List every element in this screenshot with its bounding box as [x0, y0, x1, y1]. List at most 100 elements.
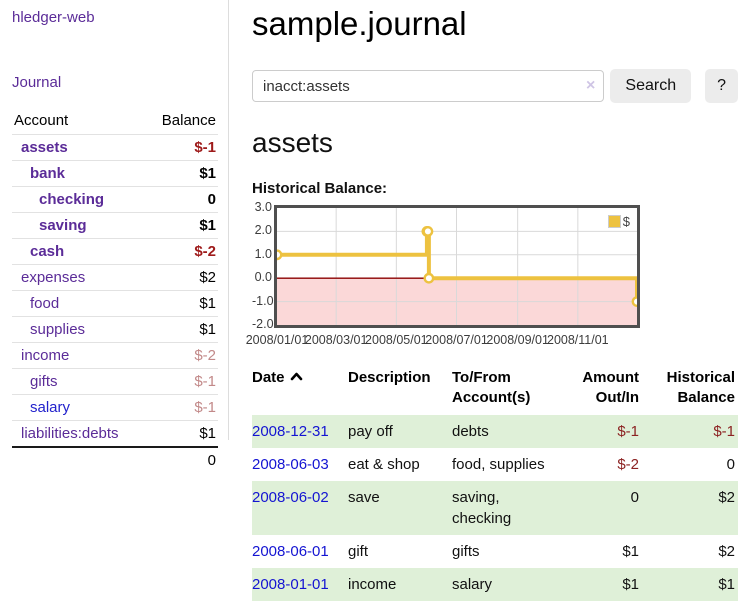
transaction-description: save [348, 488, 380, 506]
account-balance: 0 [207, 191, 216, 208]
account-row: liabilities:debts $1 [12, 420, 218, 448]
transaction-date-link[interactable]: 2008-01-01 [252, 575, 329, 593]
account-balance: $1 [199, 295, 216, 312]
transaction-date-link[interactable]: 2008-06-01 [252, 542, 329, 560]
search-button[interactable]: Search [610, 69, 692, 103]
x-axis-tick-label: 2008/11/01 [546, 333, 609, 347]
transaction-accounts: saving, checking [452, 481, 558, 535]
transaction-description: gift [348, 542, 369, 560]
transaction-balance: $1 [718, 575, 735, 593]
balance-chart: $ 3.0 2.0 1.0 0.0 -1.0 -2.0 2008/01/01 2008/03/… [246, 200, 738, 347]
help-button[interactable]: ? [705, 69, 738, 103]
account-link-salary[interactable]: salary [30, 399, 71, 416]
transaction-account-name: checking [452, 509, 512, 527]
transaction-account-name: salary [452, 575, 493, 593]
account-row: gifts $-1 [12, 368, 218, 395]
data-point-marker [631, 296, 637, 307]
transaction-description: pay off [348, 422, 393, 440]
account-row: expenses $2 [12, 264, 218, 291]
transaction-row[interactable]: 2008-06-03 eat & shop food, supplies $-2 0 [252, 448, 738, 481]
accounts-header-account: Account [14, 112, 69, 129]
transaction-amount: $1 [622, 542, 639, 560]
account-row: checking 0 [12, 186, 218, 213]
account-link-bank[interactable]: bank [30, 165, 66, 182]
account-row: food $1 [12, 290, 218, 317]
transaction-description: eat & shop [348, 455, 420, 473]
transaction-accounts: salary [452, 568, 558, 601]
clear-search-icon[interactable]: × [586, 77, 596, 94]
account-name-cell: saving [12, 213, 147, 239]
account-name-cell: checking [12, 187, 147, 213]
transaction-row[interactable]: 2008-06-01 gift gifts $1 $2 [252, 535, 738, 568]
account-link-income[interactable]: income [21, 347, 70, 364]
account-balance: $2 [199, 269, 216, 286]
account-row: supplies $1 [12, 316, 218, 343]
transaction-balance: $2 [718, 542, 735, 560]
transaction-amount: $-1 [617, 422, 639, 440]
account-link-cash[interactable]: cash [30, 243, 65, 260]
x-axis-tick-label: 2008/01/01 [245, 333, 309, 347]
y-axis-tick-label: -1.0 [252, 293, 274, 308]
x-axis-tick-label: 2008/05/01 [365, 333, 428, 347]
transaction-balance: $-1 [713, 422, 735, 440]
account-row: bank $1 [12, 160, 218, 187]
transaction-row[interactable]: 2008-12-31 pay off debts $-1 $-1 [252, 414, 738, 448]
account-name-cell: food [12, 291, 147, 317]
transaction-accounts: gifts [452, 535, 558, 568]
app-title-link[interactable]: hledger-web [12, 9, 95, 26]
account-balance: $-2 [194, 347, 216, 364]
page-title: sample.journal [252, 5, 467, 42]
account-link-supplies[interactable]: supplies [30, 321, 86, 338]
account-link-checking[interactable]: checking [39, 191, 105, 208]
column-header-description: Description [348, 369, 431, 386]
transaction-date-link[interactable]: 2008-12-31 [252, 422, 329, 440]
column-header-date[interactable]: Date [252, 363, 348, 415]
account-link-assets[interactable]: assets [21, 139, 68, 156]
main-content: sample.journal × Search ? assets Histori… [246, 0, 738, 601]
account-link-expenses[interactable]: expenses [21, 269, 86, 286]
account-heading: assets [252, 127, 333, 158]
transaction-account-name: food, [452, 455, 486, 473]
register-table: Date Description To/From Account(s) Amou… [252, 363, 738, 601]
transaction-date-cell: 2008-12-31 [252, 415, 348, 448]
transaction-date-link[interactable]: 2008-06-02 [252, 488, 329, 506]
legend-swatch-icon [607, 215, 621, 228]
accounts-total-spacer [12, 447, 147, 473]
transaction-accounts: debts [452, 415, 558, 448]
transaction-date-cell: 2008-06-03 [252, 448, 348, 481]
account-row: saving $1 [12, 212, 218, 239]
transaction-date-cell: 2008-01-01 [252, 568, 348, 601]
account-link-gifts[interactable]: gifts [30, 373, 58, 390]
transaction-amount: $-2 [617, 455, 639, 473]
sidebar-item-journal[interactable]: Journal [12, 74, 62, 91]
account-name-cell: supplies [12, 317, 147, 343]
sort-ascending-icon [290, 368, 303, 388]
account-name-cell: gifts [12, 369, 147, 395]
data-point-marker [277, 249, 283, 261]
account-link-liabilities-debts[interactable]: liabilities:debts [21, 425, 119, 442]
account-balance: $-1 [194, 399, 216, 416]
legend-label: $ [622, 214, 630, 229]
account-balance: $-1 [194, 139, 216, 156]
transaction-date-link[interactable]: 2008-06-03 [252, 455, 329, 473]
transaction-row[interactable]: 2008-01-01 income salary $1 $1 [252, 567, 738, 601]
account-link-saving[interactable]: saving [39, 217, 87, 234]
account-name-cell: cash [12, 239, 147, 265]
transaction-description: income [348, 575, 397, 593]
search-form: × Search ? [252, 69, 738, 103]
account-name-cell: liabilities:debts [12, 421, 147, 448]
accounts-header-row: Account Balance [12, 108, 218, 135]
transaction-account-name: gifts [452, 542, 480, 560]
column-header-accounts: To/From Account(s) [452, 369, 531, 407]
transaction-row[interactable]: 2008-06-02 save saving, checking 0 $2 [252, 480, 738, 535]
search-input[interactable] [252, 70, 605, 102]
account-balance: $1 [199, 321, 216, 338]
account-balance: $1 [199, 217, 216, 234]
account-link-food[interactable]: food [30, 295, 60, 312]
sidebar: hledger-web Journal Account Balance asse… [0, 0, 229, 469]
register-header-row: Date Description To/From Account(s) Amou… [252, 363, 738, 415]
y-axis-tick-label: 1.0 [254, 246, 272, 261]
x-axis-tick-label: 2008/07/01 [425, 333, 488, 347]
accounts-header-balance: Balance [161, 112, 216, 129]
account-name-cell: bank [12, 161, 147, 187]
